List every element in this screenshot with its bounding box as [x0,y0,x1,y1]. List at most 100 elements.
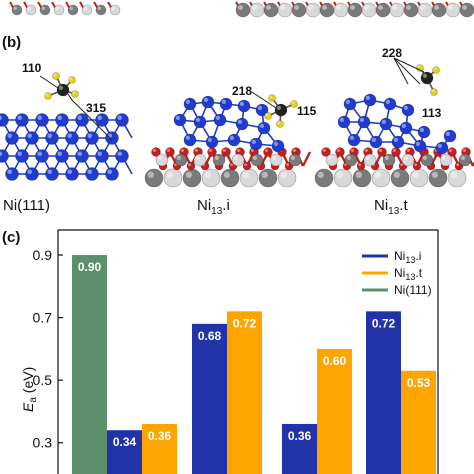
substrate-metal-atom [201,168,221,188]
strip-atom [291,2,307,18]
ni-atom [65,167,79,181]
substrate-metal-atom [409,168,429,188]
strip-atom [403,2,419,18]
strip-atom [347,2,363,18]
y-tick-label: 0.9 [33,247,53,263]
strip-atom [263,2,279,18]
substrate-metal-atom [288,153,302,167]
annotation-315: 315 [86,101,106,115]
ni-atom [257,121,271,135]
y-tick-label: 0.7 [33,310,53,326]
substrate-metal-atom [174,153,188,167]
ni-atom [219,97,233,111]
oxygen-atom [242,161,252,171]
ni-atom [0,113,9,127]
substrate-metal-atom [314,168,334,188]
ni-atom [249,137,263,151]
strip-atom [445,2,461,18]
label-ni111: Ni(111) [3,197,50,214]
strip-atom [319,2,335,18]
substrate-metal-atom [231,153,245,167]
legend-entry: Ni(111) [394,283,432,297]
substrate-metal-atom [344,153,358,167]
bar-ni111-group-1 [72,255,107,474]
substrate-metal-atom [458,153,472,167]
ni-atom [85,131,99,145]
carbon-atom [56,83,70,97]
hydrogen-atom [264,112,272,120]
substrate-metal-atom [333,168,353,188]
ni-atom [105,167,119,181]
structure-ni13-t [314,93,474,188]
ni-atom [435,141,449,155]
bar-value-label: 0.72 [372,316,396,330]
substrate-metal-atom [193,153,207,167]
ni-atom [35,149,49,163]
ni-atom [15,113,29,127]
strip-atom [375,2,391,18]
substrate-metal-atom [269,153,283,167]
ni-atom [337,115,351,129]
hydrogen-atom [268,94,276,102]
substrate-metal-atom [212,153,226,167]
ni-atom [55,113,69,127]
panel-a-partial-strip [9,1,474,18]
oxygen-atom [165,147,175,157]
oxygen-atom [335,147,345,157]
ni-atom [75,149,89,163]
structure-ni13-i [144,95,312,188]
ni-atom [25,167,39,181]
ni-atom [5,167,19,181]
leader-line-228-a [393,57,409,85]
ni-atom [55,149,69,163]
substrate-metal-atom [258,168,278,188]
oxygen-atom [263,147,273,157]
annotation-115: 115 [297,104,317,118]
strip-atom [249,2,265,18]
ni-atom [105,131,119,145]
leader-line-315 [67,93,113,141]
strip-atom [95,4,107,16]
strip-atom [333,2,349,18]
ni-atom [379,117,393,131]
bars: 0.90 0.34 0.36 0.68 0.72 0.36 0.60 0.72 0.53 [72,255,436,474]
substrate-metal-atom [382,153,396,167]
strip-atom [277,2,293,18]
substrate-metal-atom [239,168,259,188]
ni-atom [347,133,361,147]
ni-atom [255,103,269,117]
y-axis-label: Ea (eV) [20,367,39,412]
ch3-molecule-ni111 [44,72,79,100]
hydrogen-atom [276,120,284,128]
ni-atom [0,149,9,163]
ni-atom [343,97,357,111]
bar-value-label: 0.90 [78,260,102,274]
strip-atom [11,4,23,16]
ni-atom [115,149,129,163]
oxygen-atom [377,147,387,157]
activation-energy-bar-chart: 0.90 0.34 0.36 0.68 0.72 0.36 0.60 0.72 0.53 0.3… [20,229,439,474]
ni-atom [237,99,251,113]
strip-atom [235,2,251,18]
ni-atom [391,135,405,149]
bar-value-label: 0.68 [198,329,222,343]
annotation-218: 218 [232,84,252,98]
bar-ni13_t-group-2 [227,311,262,474]
bar-ni13_t-group-3 [317,348,352,474]
ni-atom [183,97,197,111]
hydrogen-atom [68,76,76,84]
ni-atom [383,97,397,111]
bar-ni13_i-group-4 [366,311,401,474]
ni-atom [443,129,457,143]
ch3-molecule-ni13-t [416,64,440,96]
substrate-metal-atom [155,153,169,167]
oxygen-atom [356,161,366,171]
ni-atom [45,131,59,145]
ni-atom [235,117,249,131]
substrate-metal-atom [390,168,410,188]
bar-value-label: 0.36 [288,429,312,443]
carbon-atom [274,103,288,117]
oxygen-atom [207,147,217,157]
y-tick-label: 0.5 [33,372,53,388]
strip-atom [53,4,65,16]
